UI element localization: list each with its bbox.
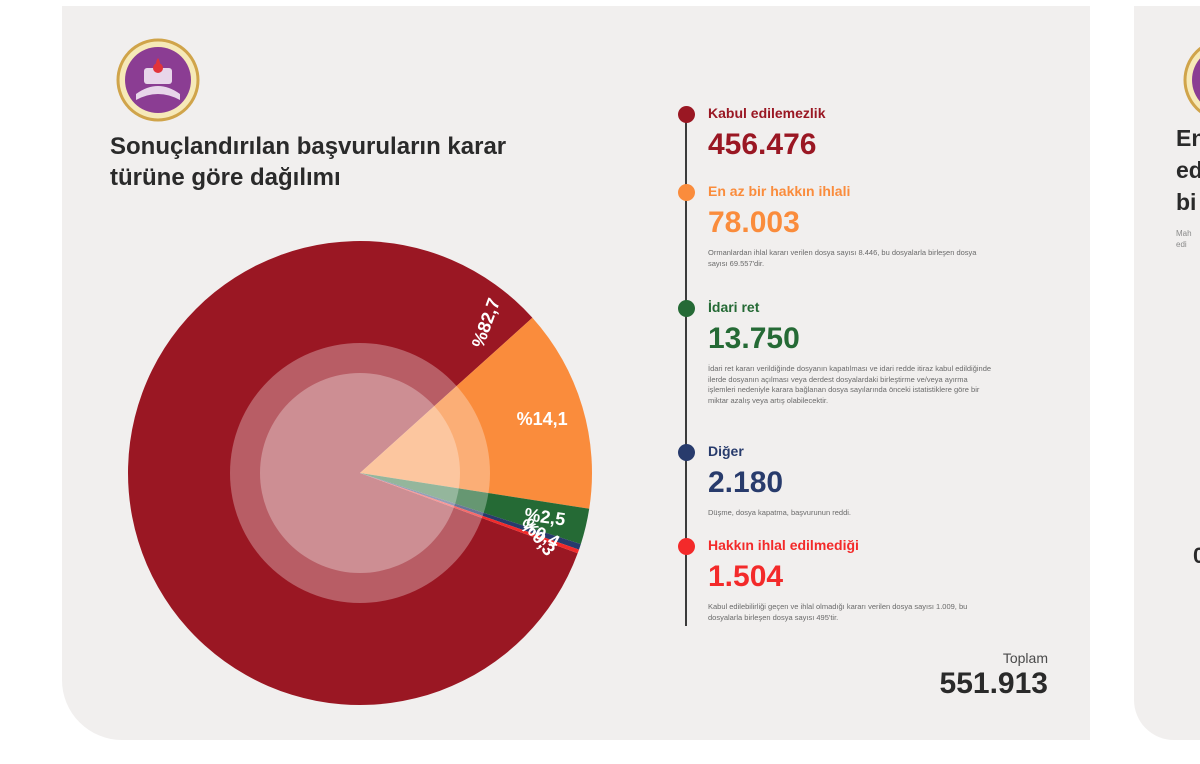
next-card-title-line: En	[1176, 125, 1200, 151]
legend-value: 2.180	[708, 466, 784, 499]
legend-note: İdari ret kararı verildiğinde dosyanın k…	[708, 364, 992, 405]
legend-value: 13.750	[708, 322, 800, 355]
next-card-value-partial: 0	[1193, 546, 1200, 566]
total-label: Toplam	[1002, 650, 1048, 666]
legend-label: Hakkın ihlal edilmediği	[708, 537, 859, 553]
legend-label: Kabul edilemezlik	[708, 105, 826, 121]
pie-slice	[360, 473, 590, 545]
pie-slice	[360, 473, 579, 554]
pie-slice	[360, 473, 581, 550]
legend-dot	[678, 444, 695, 461]
pie-slices	[128, 240, 593, 705]
legend-dot	[678, 300, 695, 317]
next-card-title: En ed bi	[1176, 122, 1200, 218]
legend-timeline	[685, 118, 687, 626]
next-card-note: Mah edi	[1176, 228, 1200, 250]
pie-chart: %82,7%14,1%2,5%0,4%0,3	[128, 240, 593, 705]
legend-value: 78.003	[708, 206, 800, 239]
legend-dot	[678, 538, 695, 555]
legend-label: Diğer	[708, 443, 744, 459]
next-card-title-line: bi	[1176, 189, 1197, 215]
legend-label: En az bir hakkın ihlali	[708, 183, 851, 199]
next-card-partial	[1134, 6, 1200, 740]
next-card-note-line: edi	[1176, 240, 1187, 249]
total-value: 551.913	[939, 667, 1048, 700]
legend-dot	[678, 106, 695, 123]
chart-title: Sonuçlandırılan başvuruların karar türün…	[110, 133, 507, 191]
inner-core	[260, 373, 460, 573]
pie-slice	[128, 240, 578, 705]
next-card-title-line: ed	[1176, 157, 1200, 183]
pie-slice	[360, 317, 593, 509]
pie-slice-label: %14,1	[517, 409, 568, 429]
next-card-note-line: Mah	[1176, 229, 1192, 238]
legend-value: 456.476	[708, 128, 817, 161]
legend-value: 1.504	[708, 560, 784, 593]
legend-note: Kabul edilebilirliği geçen ve ihlal olma…	[708, 602, 968, 622]
legend-dot	[678, 184, 695, 201]
court-emblem-icon-partial	[1183, 46, 1200, 114]
legend-label: İdari ret	[708, 299, 760, 315]
legend-note: Ormanlardan ihlal kararı verilen dosya s…	[708, 248, 977, 268]
legend-note: Düşme, dosya kapatma, başvurunun reddi.	[708, 508, 851, 517]
inner-ring	[230, 343, 490, 603]
court-emblem-icon	[116, 38, 200, 122]
